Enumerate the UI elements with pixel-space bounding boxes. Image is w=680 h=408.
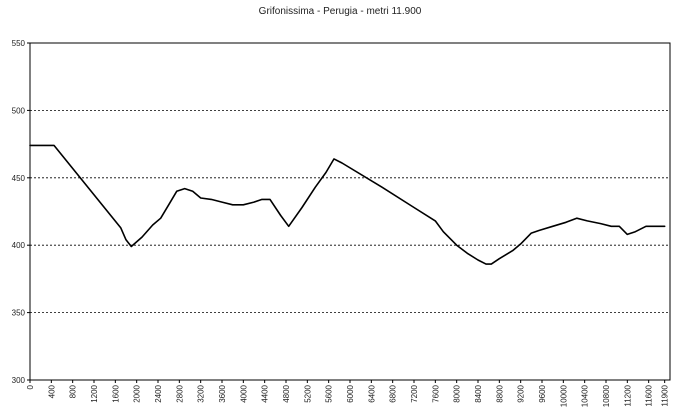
x-tick-label-2000: 2000 <box>133 384 142 402</box>
y-tick-label-450: 450 <box>12 174 26 183</box>
x-axis-ticks: 0 400 800 1200 1600 2000 2400 2800 3200 3600 4000 4… <box>26 380 670 407</box>
x-tick-label-800: 800 <box>69 384 78 398</box>
x-tick-label-9200: 9200 <box>517 384 526 402</box>
x-tick-label-8000: 8000 <box>453 384 462 402</box>
grid-lines <box>30 110 670 314</box>
x-tick-label-6800: 6800 <box>389 384 398 402</box>
x-tick-label-3600: 3600 <box>218 384 227 402</box>
x-tick-label-11900: 11900 <box>661 384 670 406</box>
plot-frame <box>29 42 671 381</box>
x-tick-label-400: 400 <box>47 384 56 398</box>
y-tick-label-400: 400 <box>12 241 26 250</box>
y-tick-label-350: 350 <box>12 309 26 318</box>
y-axis-ticks: 300 350 400 450 500 550 <box>12 39 30 385</box>
x-tick-label-4000: 4000 <box>239 384 248 402</box>
x-tick-label-6400: 6400 <box>367 384 376 402</box>
y-tick-label-500: 500 <box>12 106 26 115</box>
x-tick-label-8400: 8400 <box>474 384 483 402</box>
x-tick-label-5600: 5600 <box>325 384 334 402</box>
x-tick-label-4400: 4400 <box>261 384 270 402</box>
series-line-0 <box>29 144 666 265</box>
x-tick-label-6000: 6000 <box>346 384 355 402</box>
x-tick-label-5200: 5200 <box>303 384 312 402</box>
x-tick-label-2400: 2400 <box>154 384 163 402</box>
x-tick-label-4800: 4800 <box>282 384 291 402</box>
series-layer <box>29 144 666 265</box>
y-tick-label-300: 300 <box>12 376 26 385</box>
x-tick-label-10800: 10800 <box>602 384 611 407</box>
x-tick-label-7200: 7200 <box>410 384 419 402</box>
x-tick-label-7600: 7600 <box>431 384 440 402</box>
x-tick-label-3200: 3200 <box>197 384 206 402</box>
x-tick-label-10400: 10400 <box>581 384 590 407</box>
x-tick-label-0: 0 <box>26 384 35 389</box>
x-tick-label-11200: 11200 <box>623 384 632 406</box>
y-tick-label-550: 550 <box>12 39 26 48</box>
x-tick-label-1200: 1200 <box>90 384 99 402</box>
x-tick-label-2800: 2800 <box>175 384 184 402</box>
x-tick-label-1600: 1600 <box>111 384 120 402</box>
x-tick-label-9600: 9600 <box>538 384 547 402</box>
x-tick-label-11600: 11600 <box>645 384 654 406</box>
x-tick-label-8800: 8800 <box>495 384 504 402</box>
x-tick-label-10000: 10000 <box>559 384 568 407</box>
axes <box>29 42 671 381</box>
chart-title: Grifonissima - Perugia - metri 11.900 <box>258 6 422 17</box>
